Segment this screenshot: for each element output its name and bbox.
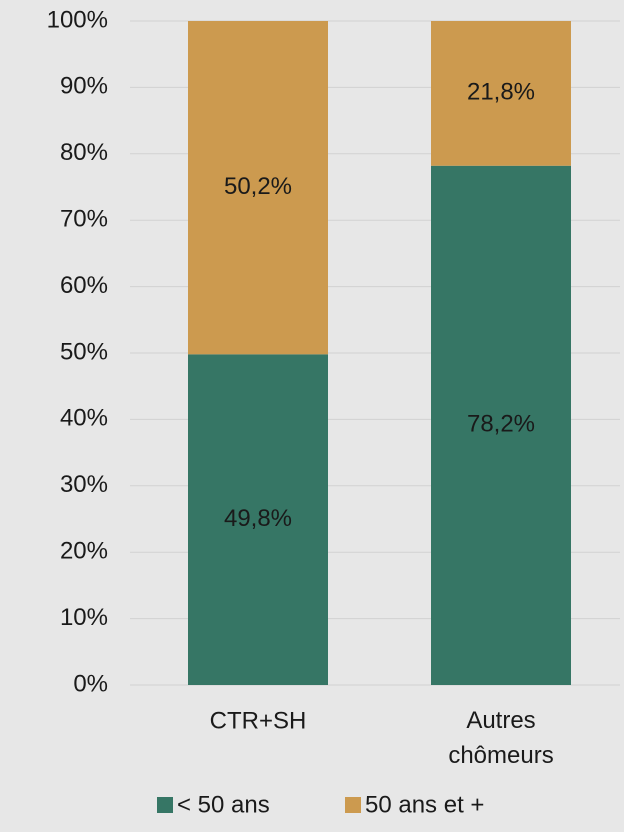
y-tick-label: 60%	[60, 272, 108, 299]
value-label: 50,2%	[224, 173, 292, 200]
value-label: 21,8%	[467, 79, 535, 106]
y-tick-label: 40%	[60, 405, 108, 432]
y-tick-label: 0%	[73, 670, 108, 697]
y-tick-label: 20%	[60, 538, 108, 565]
y-tick-label: 70%	[60, 206, 108, 233]
y-tick-label: 10%	[60, 604, 108, 631]
bar-segment	[188, 21, 328, 355]
bar-segment	[431, 165, 571, 685]
value-label: 49,8%	[224, 505, 292, 532]
x-tick-label-line: Autres	[466, 707, 535, 734]
x-tick-label-line: chômeurs	[448, 742, 553, 769]
legend-label: < 50 ans	[177, 791, 270, 818]
y-tick-label: 90%	[60, 73, 108, 100]
y-tick-label: 80%	[60, 139, 108, 166]
y-tick-label: 30%	[60, 471, 108, 498]
y-tick-label: 100%	[47, 6, 108, 33]
bar-segment	[188, 354, 328, 685]
bar-segment	[431, 21, 571, 166]
legend-swatch	[157, 797, 173, 813]
value-label: 78,2%	[467, 411, 535, 438]
y-tick-label: 50%	[60, 338, 108, 365]
legend-label: 50 ans et +	[365, 791, 484, 818]
x-tick-label: Autres chômeurs	[448, 707, 553, 769]
x-tick-label: CTR+SH	[210, 707, 307, 734]
legend-swatch	[345, 797, 361, 813]
